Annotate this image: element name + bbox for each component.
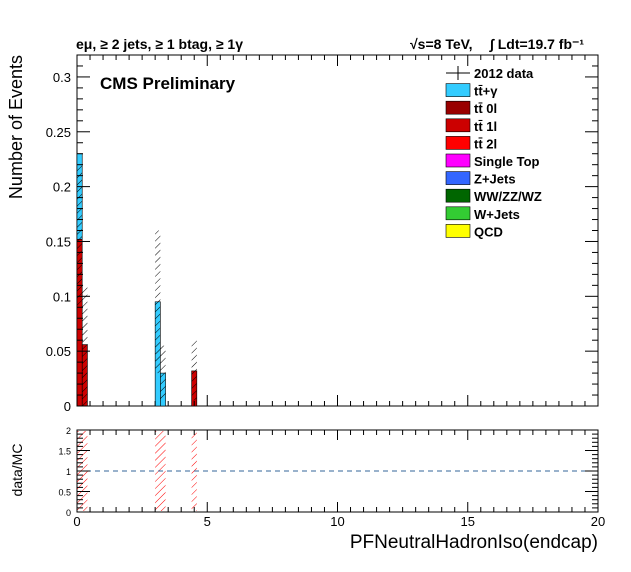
legend-swatch <box>445 171 471 185</box>
x-tick-label: 10 <box>330 514 344 529</box>
legend-entry: tt̄ 1l <box>474 119 497 134</box>
legend-swatch <box>445 224 471 238</box>
legend-swatch <box>445 100 471 115</box>
legend-entry: WW/ZZ/WZ <box>474 189 542 204</box>
ratio-y-axis-title: data/MC <box>9 444 25 497</box>
uncertainty-band <box>82 285 88 406</box>
ratio-y-tick-label: 1 <box>66 467 71 477</box>
selection-label: eμ, ≥ 2 jets, ≥ 1 btag, ≥ 1γ <box>76 36 243 52</box>
ratio-y-tick-label: 0.5 <box>58 488 71 498</box>
legend-entry: 2012 data <box>474 66 534 81</box>
legend-swatch <box>445 118 471 133</box>
cms-label: CMS Preliminary <box>100 74 236 93</box>
ratio-y-tick-label: 2 <box>66 426 71 436</box>
ratio-y-tick-label: 0 <box>66 508 71 518</box>
uncertainty-band <box>77 164 83 308</box>
y-tick-label: 0.15 <box>46 234 71 249</box>
x-tick-label: 15 <box>461 514 475 529</box>
energy-label: √s=8 TeV, <box>410 36 473 52</box>
uncertainty-band <box>191 340 197 401</box>
legend-entry: tt̄ 2l <box>474 136 497 151</box>
x-tick-label: 5 <box>204 514 211 529</box>
y-tick-label: 0.3 <box>53 70 71 85</box>
uncertainty-band <box>160 345 166 401</box>
y-tick-label: 0.05 <box>46 344 71 359</box>
legend-entry: tt̄+γ <box>474 84 498 99</box>
legend-swatch <box>445 83 471 97</box>
legend-swatch <box>445 136 471 150</box>
y-tick-label: 0.1 <box>53 289 71 304</box>
legend-swatch <box>445 206 471 221</box>
x-tick-label: 20 <box>591 514 605 529</box>
legend-swatch <box>445 188 471 203</box>
y-tick-label: 0 <box>64 399 71 414</box>
legend-entry: W+Jets <box>474 207 520 222</box>
lumi-label: ∫ Ldt=19.7 fb⁻¹ <box>489 36 584 53</box>
legend-swatch <box>445 153 471 168</box>
y-tick-label: 0.25 <box>46 125 71 140</box>
y-tick-label: 0.2 <box>53 180 71 195</box>
legend-entry: QCD <box>474 224 503 239</box>
legend-entry: Single Top <box>474 154 540 169</box>
legend-entry: tt̄ 0l <box>474 101 497 116</box>
legend: 2012 data tt̄+γ tt̄ 0l tt̄ 1l tt̄ 2l Single T… <box>445 66 542 239</box>
ratio-y-tick-label: 1.5 <box>58 447 71 457</box>
y-axis-title: Number of Events <box>6 55 26 199</box>
legend-entry: Z+Jets <box>474 172 516 187</box>
uncertainty-band <box>155 230 161 374</box>
x-tick-label: 0 <box>73 514 80 529</box>
x-axis-title: PFNeutralHadronIso(endcap) <box>350 532 598 553</box>
